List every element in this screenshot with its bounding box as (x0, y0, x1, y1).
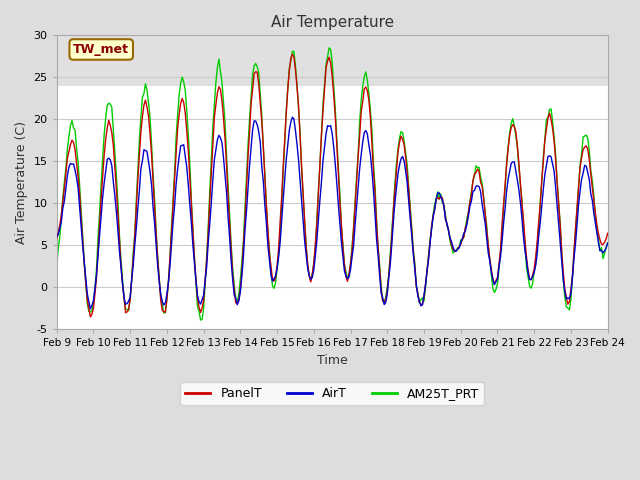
PanelT (86, 314, 94, 320)
Title: Air Temperature: Air Temperature (271, 15, 394, 30)
AM25T_PRT (196, 317, 204, 323)
Line: AirT: AirT (57, 117, 607, 309)
AirT (157, 291, 164, 297)
PanelT (604, 230, 611, 236)
AM25T_PRT (388, 226, 396, 232)
AM25T_PRT (604, 240, 611, 245)
PanelT (388, 233, 396, 239)
Bar (57, 36, 607, 86)
Line: AM25T_PRT: AM25T_PRT (57, 48, 607, 320)
AirT (53, 234, 61, 240)
AirT (289, 114, 296, 120)
AM25T_PRT (370, 161, 378, 167)
AirT (86, 306, 94, 312)
AirT (400, 158, 408, 164)
Legend: PanelT, AirT, AM25T_PRT: PanelT, AirT, AM25T_PRT (180, 383, 484, 406)
AirT (540, 186, 547, 192)
PanelT (540, 158, 547, 164)
AM25T_PRT (540, 153, 547, 159)
PanelT (289, 51, 296, 57)
AirT (604, 240, 611, 246)
AirT (68, 161, 76, 167)
Line: PanelT: PanelT (57, 54, 607, 317)
AM25T_PRT (68, 118, 76, 123)
PanelT (53, 236, 61, 241)
PanelT (157, 298, 164, 303)
Text: TW_met: TW_met (73, 43, 129, 56)
PanelT (68, 137, 76, 143)
PanelT (370, 168, 378, 174)
AM25T_PRT (325, 45, 333, 51)
AM25T_PRT (53, 264, 61, 270)
AM25T_PRT (156, 276, 163, 281)
X-axis label: Time: Time (317, 354, 348, 367)
AirT (388, 241, 396, 247)
AirT (370, 188, 378, 194)
PanelT (400, 142, 408, 148)
AM25T_PRT (400, 138, 408, 144)
Y-axis label: Air Temperature (C): Air Temperature (C) (15, 121, 28, 244)
